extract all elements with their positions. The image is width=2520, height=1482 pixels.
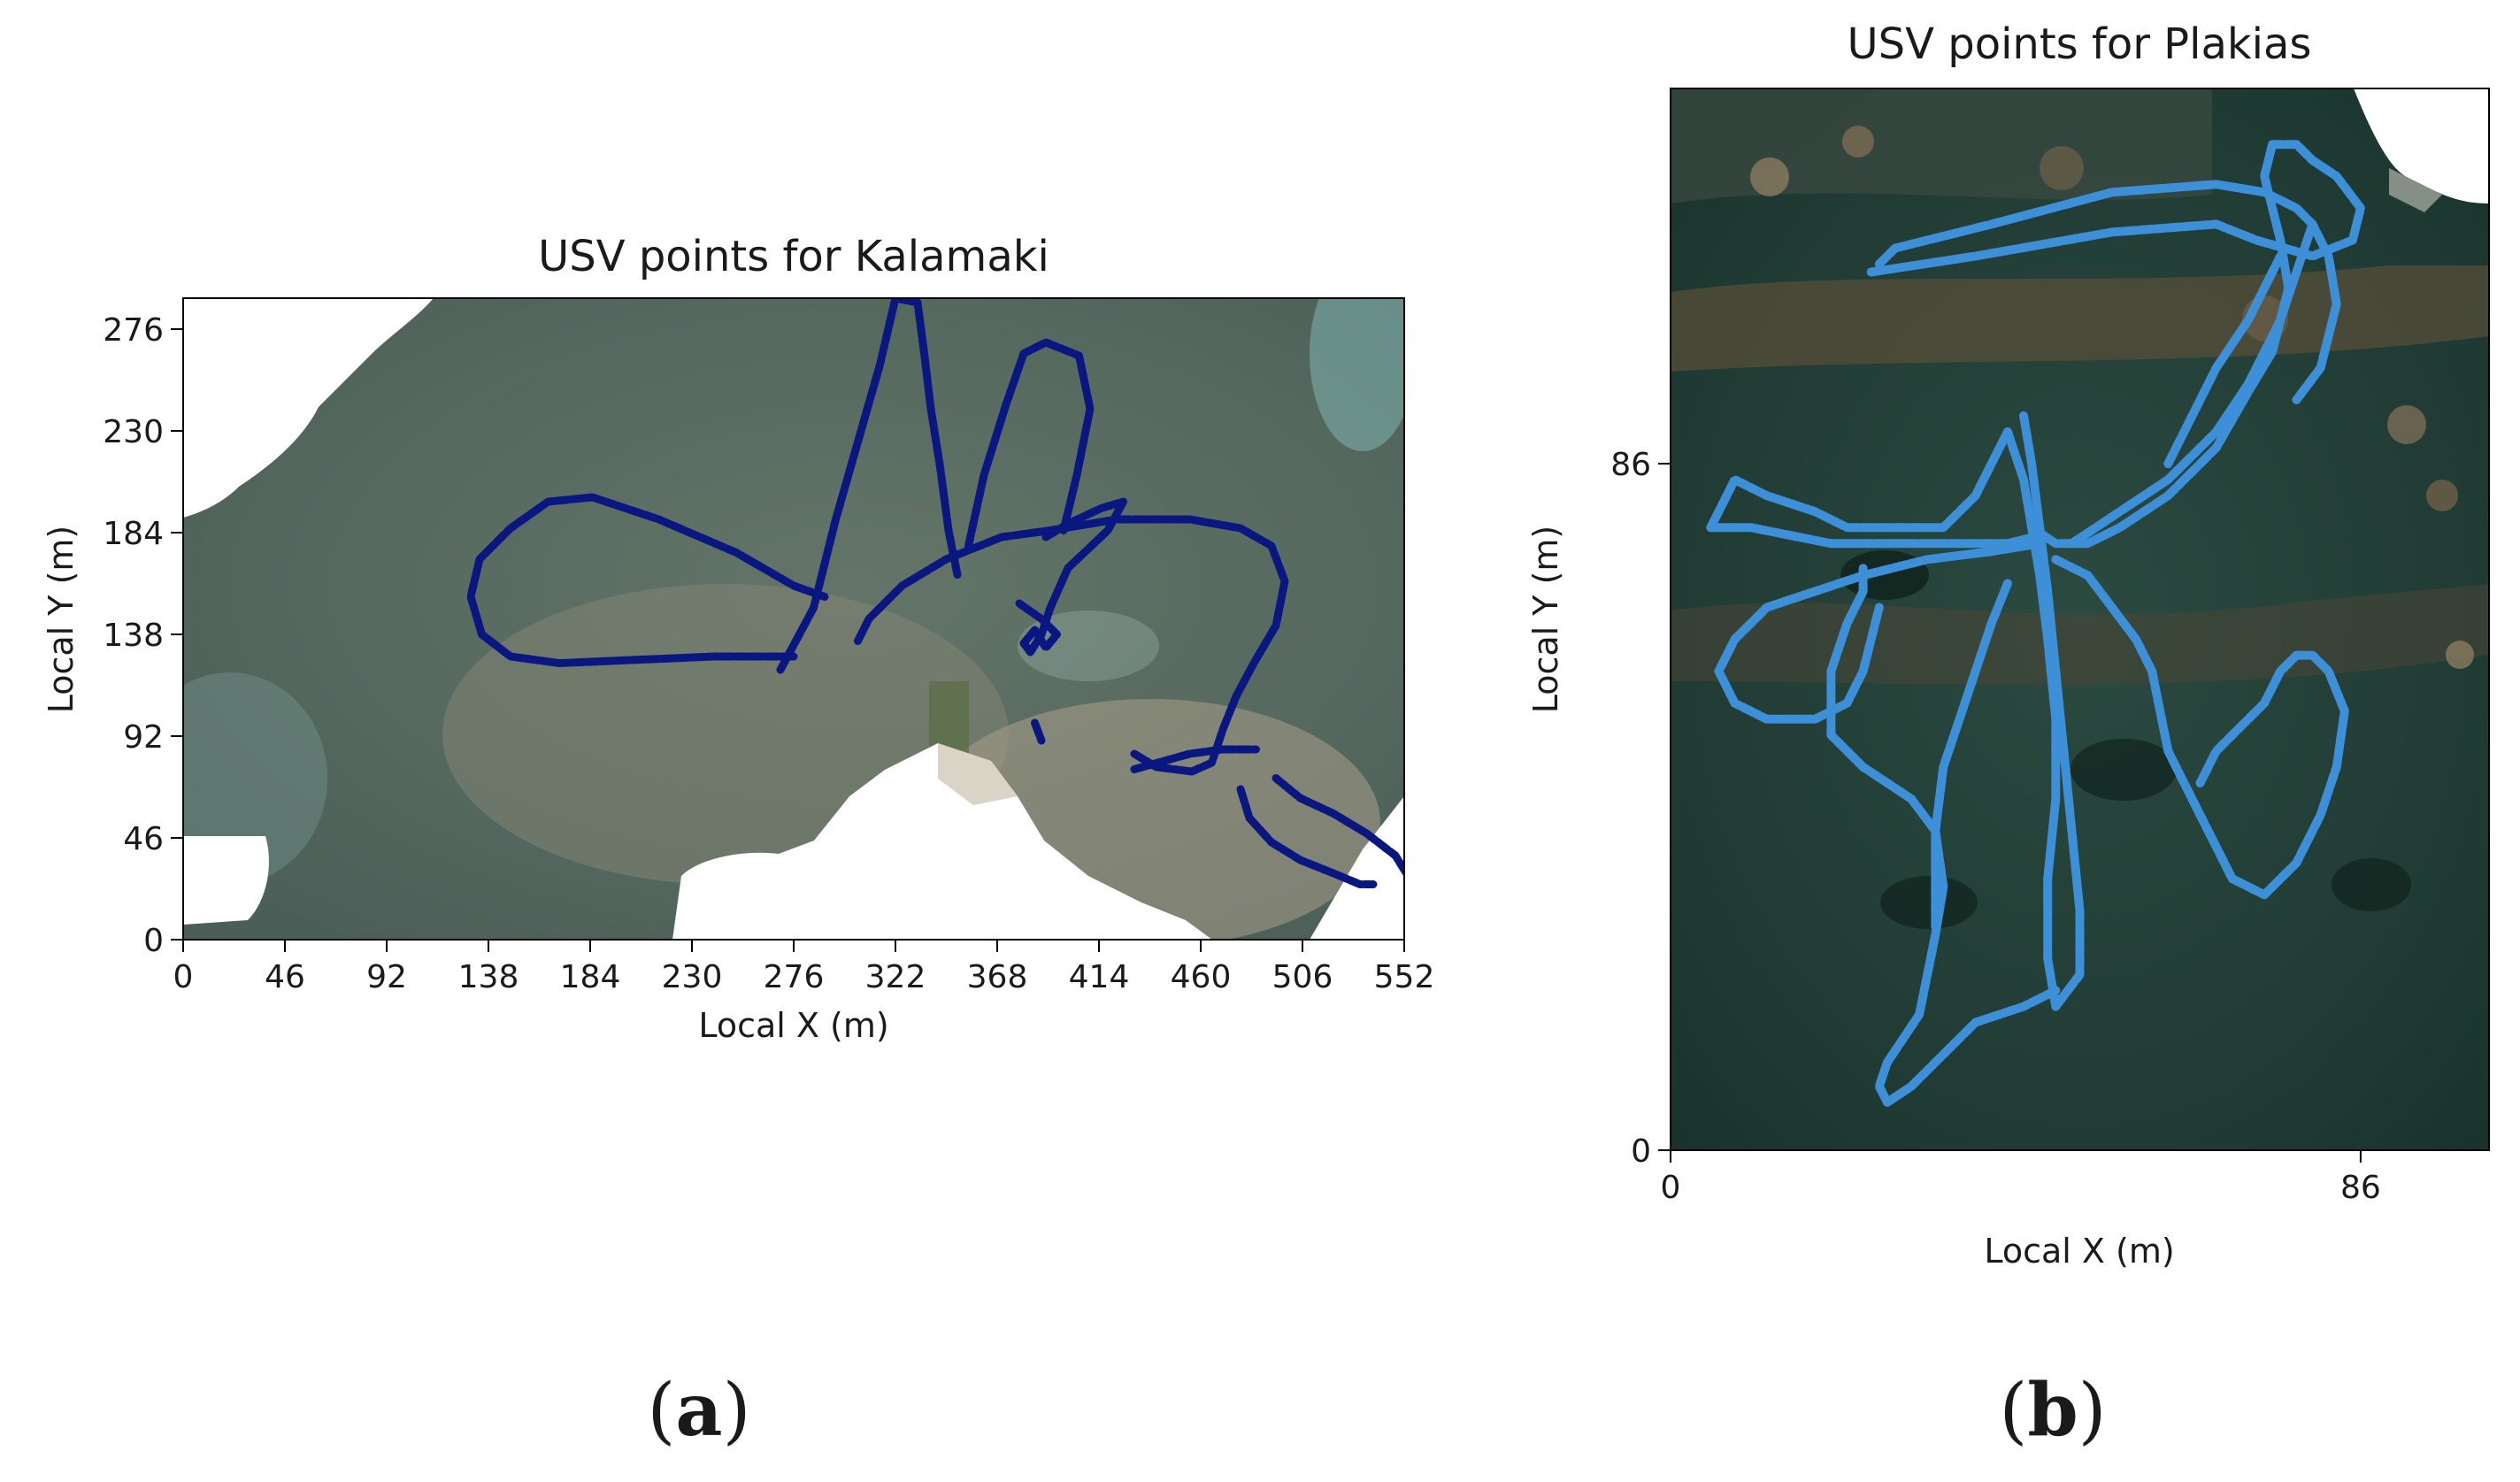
plakias-y-ticks: 0 86 [1610,447,1671,1170]
kalamaki-x-tick-label: 322 [865,959,926,995]
plakias-track-segment [1874,180,2341,404]
kalamaki-y-tick-label: 0 [143,923,164,959]
plakias-satellite-background [1671,88,2489,1150]
panel-label-a: (a) [647,1368,750,1453]
kalamaki-x-tick-label: 506 [1272,959,1333,995]
plakias-track-segment [2067,219,2317,549]
plakias-y-tick-label: 0 [1631,1133,1651,1170]
kalamaki-x-tick-label: 92 [366,959,407,995]
kalamaki-y-tick-label: 138 [103,618,164,654]
kalamaki-x-tick-label: 46 [265,959,305,995]
kalamaki-chart: USV points for Kalamaki 0 46 92 138 184 230 27… [42,232,1434,1453]
plakias-track-segment [1706,523,2045,549]
plakias-plot-frame [1670,88,2490,1151]
kalamaki-track-segment [1015,497,1127,657]
plakias-y-tick-label: 86 [1610,447,1651,483]
kalamaki-x-tick-label: 230 [662,959,723,995]
plakias-track-segment [2163,251,2286,469]
kalamaki-track-segment [1272,774,1404,877]
kalamaki-y-tick-label: 46 [123,821,164,857]
kalamaki-x-tick-label: 0 [173,959,194,995]
plakias-x-tick-label: 0 [1661,1170,1681,1206]
plakias-track-segment [2051,555,2349,900]
kalamaki-y-ticks: 0 46 92 138 184 230 276 [103,312,183,959]
kalamaki-y-tick-label: 184 [103,516,164,552]
plakias-track-segment [1714,539,2045,724]
plakias-title: USV points for Plakias [1848,19,2312,69]
plakias-track-segment [1826,563,2061,1107]
plakias-x-ticks: 0 86 [1661,1150,2381,1206]
panel-label-b: (b) [1999,1368,2106,1453]
kalamaki-x-tick-label: 184 [560,959,621,995]
kalamaki-track-segment [466,493,829,667]
kalamaki-x-ticks: 0 46 92 138 184 230 276 322 368 414 460 506 552 [173,940,1435,995]
kalamaki-y-tick-label: 230 [103,414,164,450]
plakias-track-segment [1931,579,2012,932]
kalamaki-track-segment [1236,785,1378,888]
kalamaki-satellite-background [183,298,1404,940]
kalamaki-xlabel: Local X (m) [698,1006,888,1045]
kalamaki-track-segment [964,338,1095,550]
kalamaki-track-segment [854,515,1289,776]
kalamaki-track-segment [776,298,962,674]
kalamaki-track-segment [1130,745,1260,773]
kalamaki-usv-track [466,298,1404,888]
kalamaki-y-tick-label: 92 [123,719,164,756]
plakias-chart: USV points for Plakias 0 86 08 [1526,19,2490,1453]
plakias-xlabel: Local X (m) [1984,1232,2174,1271]
kalamaki-title: USV points for Kalamaki [538,232,1049,281]
kalamaki-x-tick-label: 552 [1374,959,1435,995]
plakias-track-segment [1706,140,2365,549]
plakias-ylabel: Local Y (m) [1526,526,1565,714]
plakias-x-tick-label: 86 [2340,1170,2381,1206]
kalamaki-ylabel: Local Y (m) [42,526,81,714]
plakias-track-segment [2019,411,2085,1011]
kalamaki-track-segment [1031,718,1046,745]
plakias-usv-track [1706,140,2365,1107]
kalamaki-x-tick-label: 414 [1069,959,1130,995]
kalamaki-y-tick-label: 276 [103,312,164,349]
kalamaki-x-tick-label: 276 [764,959,825,995]
kalamaki-x-tick-label: 460 [1171,959,1232,995]
kalamaki-x-tick-label: 368 [967,959,1028,995]
kalamaki-x-tick-label: 138 [458,959,519,995]
